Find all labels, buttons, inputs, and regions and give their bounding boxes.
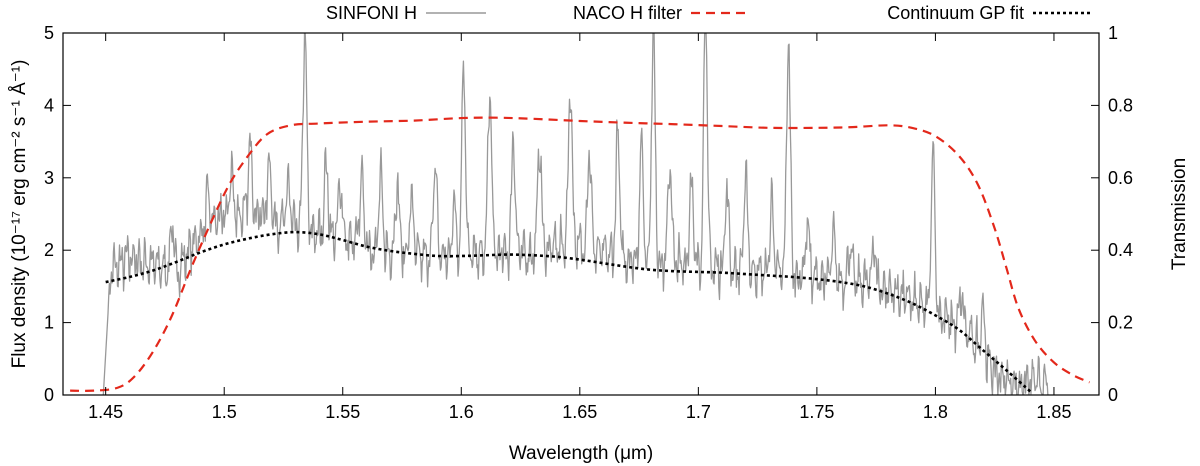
- x-axis-label: Wavelength (μm): [509, 443, 653, 464]
- y-tick-label: 5: [44, 23, 54, 43]
- y2-tick-label: 0: [1108, 385, 1118, 405]
- x-tick-label: 1.8: [923, 402, 948, 422]
- x-tick-label: 1.85: [1036, 402, 1071, 422]
- tick-layer: 1.45 1.5 1.55 1.6 1.65 1.7 1.75 1.8 1.85 0 1 2 3 4 5 0 0…: [44, 23, 1133, 422]
- legend-label-gp-fit: Continuum GP fit: [887, 3, 1024, 23]
- x-tick-label: 1.6: [449, 402, 474, 422]
- y2-tick-label: 0.8: [1108, 95, 1133, 115]
- x-tick-label: 1.5: [212, 402, 237, 422]
- legend-label-sinfoni: SINFONI H: [326, 3, 417, 23]
- legend: SINFONI H NACO H filter Continuum GP fit: [326, 3, 1093, 23]
- x-tick-label: 1.65: [562, 402, 597, 422]
- x-tick-label: 1.55: [325, 402, 360, 422]
- y-axis-label: Flux density (10⁻¹⁷ erg cm⁻² s⁻¹ Å⁻¹): [9, 60, 30, 369]
- y2-tick-label: 0.6: [1108, 168, 1133, 188]
- x-tick-label: 1.7: [686, 402, 711, 422]
- y-tick-label: 3: [44, 168, 54, 188]
- series-layer: [70, 33, 1090, 395]
- series-continuum-gp-fit: [105, 230, 1032, 393]
- x-tick-label: 1.75: [799, 402, 834, 422]
- series-naco-h-filter: [70, 116, 1090, 392]
- y2-tick-label: 0.2: [1108, 313, 1133, 333]
- y-tick-label: 4: [44, 95, 54, 115]
- y2-axis-label: Transmission: [1169, 158, 1190, 270]
- y-tick-label: 0: [44, 385, 54, 405]
- x-tick-label: 1.45: [88, 402, 123, 422]
- plot-frame: [62, 32, 1100, 396]
- y-tick-label: 2: [44, 240, 54, 260]
- y-tick-label: 1: [44, 313, 54, 333]
- legend-label-naco: NACO H filter: [573, 3, 682, 23]
- series-sinfoni-h: [102, 33, 1050, 395]
- y2-tick-label: 0.4: [1108, 240, 1133, 260]
- y2-tick-label: 1: [1108, 23, 1118, 43]
